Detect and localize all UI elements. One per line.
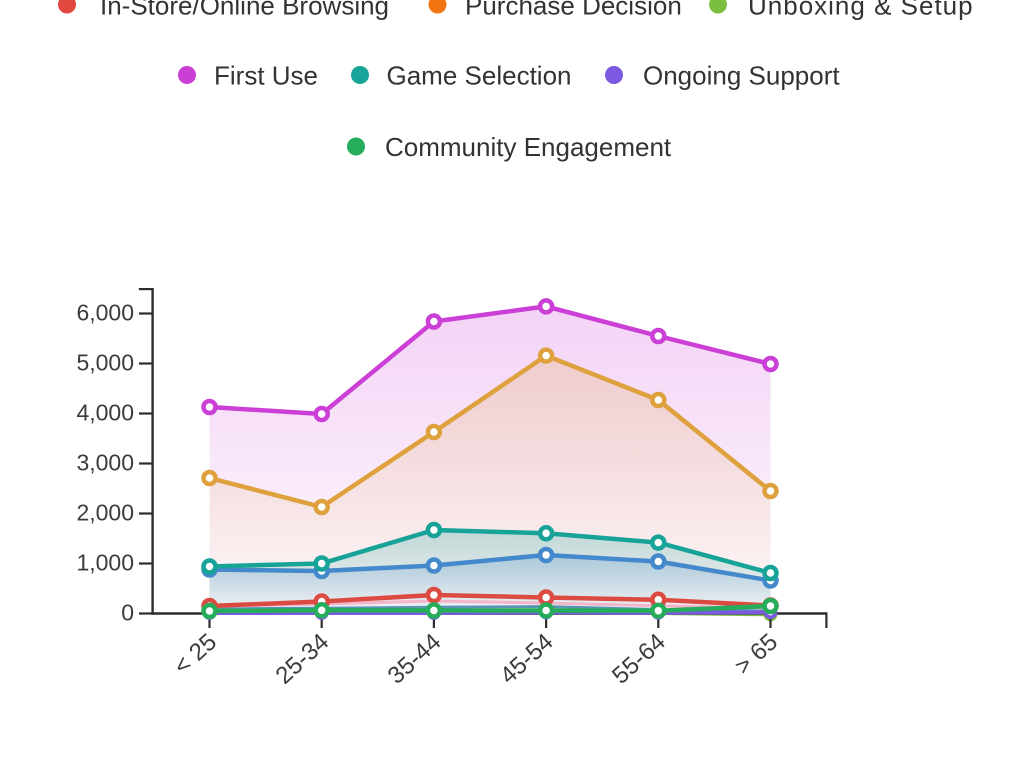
svg-text:0: 0	[121, 600, 134, 626]
svg-text:First Use: First Use	[214, 61, 318, 91]
svg-text:1,000: 1,000	[76, 550, 134, 576]
svg-text:Ongoing Support: Ongoing Support	[643, 61, 840, 91]
svg-text:5,000: 5,000	[76, 350, 134, 376]
svg-text:Purchase Decision: Purchase Decision	[465, 0, 682, 21]
svg-text:6,000: 6,000	[76, 300, 134, 326]
svg-text:Game Selection: Game Selection	[387, 61, 572, 91]
svg-text:2,000: 2,000	[76, 500, 134, 526]
svg-text:In-Store/Online Browsing: In-Store/Online Browsing	[100, 0, 389, 21]
svg-text:Unboxing & Setup: Unboxing & Setup	[748, 0, 974, 21]
svg-text:Community Engagement: Community Engagement	[385, 132, 672, 162]
svg-text:4,000: 4,000	[76, 400, 134, 426]
svg-text:3,000: 3,000	[76, 450, 134, 476]
